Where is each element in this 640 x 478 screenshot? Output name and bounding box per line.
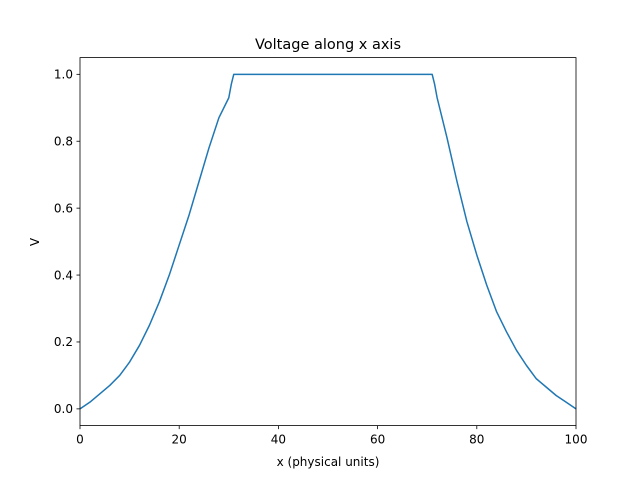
x-tick-label: 60 [370, 433, 385, 447]
x-tick-label: 0 [76, 433, 84, 447]
y-tick-label: 0.2 [54, 335, 73, 349]
y-tick-label: 0.6 [54, 201, 73, 215]
y-tick-label: 0.0 [54, 402, 73, 416]
chart-title: Voltage along x axis [255, 37, 401, 53]
x-tick-label: 80 [469, 433, 484, 447]
x-axis-label: x (physical units) [277, 455, 380, 469]
y-tick-label: 0.4 [54, 268, 73, 282]
x-tick-label: 20 [172, 433, 187, 447]
series-line-0 [79, 73, 577, 410]
y-tick-label: 1.0 [54, 68, 73, 82]
x-axis: 0 20 40 60 80 100 [76, 425, 588, 447]
axes-frame [79, 57, 577, 426]
x-tick-label: 40 [271, 433, 286, 447]
y-axis: 0.0 0.2 0.4 0.6 0.8 1.0 [54, 68, 80, 416]
y-axis-label: V [28, 237, 42, 246]
x-tick-label: 100 [565, 433, 588, 447]
y-tick-label: 0.8 [54, 134, 73, 148]
plot-area [79, 57, 577, 426]
